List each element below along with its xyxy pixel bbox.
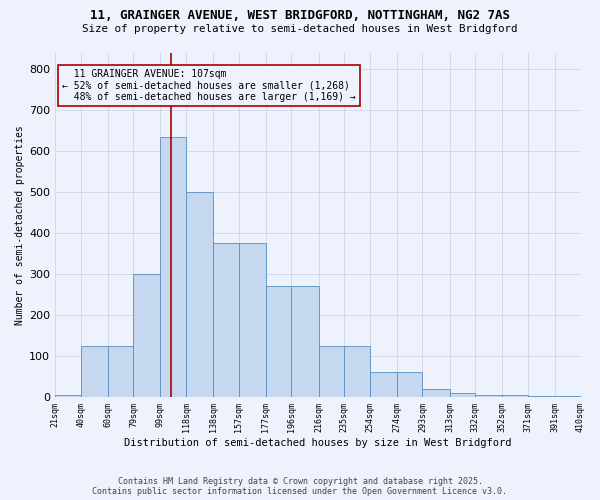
- Bar: [475, 395, 502, 397]
- Bar: [397, 372, 422, 397]
- X-axis label: Distribution of semi-detached houses by size in West Bridgford: Distribution of semi-detached houses by …: [124, 438, 512, 448]
- Bar: [186, 192, 213, 397]
- Text: 11, GRAINGER AVENUE, WEST BRIDGFORD, NOTTINGHAM, NG2 7AS: 11, GRAINGER AVENUE, WEST BRIDGFORD, NOT…: [90, 9, 510, 22]
- Text: Size of property relative to semi-detached houses in West Bridgford: Size of property relative to semi-detach…: [82, 24, 518, 34]
- Bar: [449, 393, 475, 397]
- Text: 11 GRAINGER AVENUE: 107sqm
← 52% of semi-detached houses are smaller (1,268)
  4: 11 GRAINGER AVENUE: 107sqm ← 52% of semi…: [62, 69, 356, 102]
- Bar: [213, 244, 239, 397]
- Bar: [344, 346, 370, 397]
- Bar: [502, 395, 528, 397]
- Bar: [528, 396, 555, 397]
- Bar: [133, 274, 160, 397]
- Bar: [319, 346, 344, 397]
- Bar: [555, 396, 581, 397]
- Bar: [370, 372, 397, 397]
- Bar: [81, 346, 108, 397]
- Bar: [55, 395, 81, 397]
- Bar: [108, 346, 133, 397]
- Bar: [422, 389, 449, 397]
- Bar: [160, 136, 186, 397]
- Bar: [266, 286, 292, 397]
- Bar: [292, 286, 319, 397]
- Bar: [239, 244, 266, 397]
- Text: Contains HM Land Registry data © Crown copyright and database right 2025.
Contai: Contains HM Land Registry data © Crown c…: [92, 476, 508, 496]
- Y-axis label: Number of semi-detached properties: Number of semi-detached properties: [15, 125, 25, 324]
